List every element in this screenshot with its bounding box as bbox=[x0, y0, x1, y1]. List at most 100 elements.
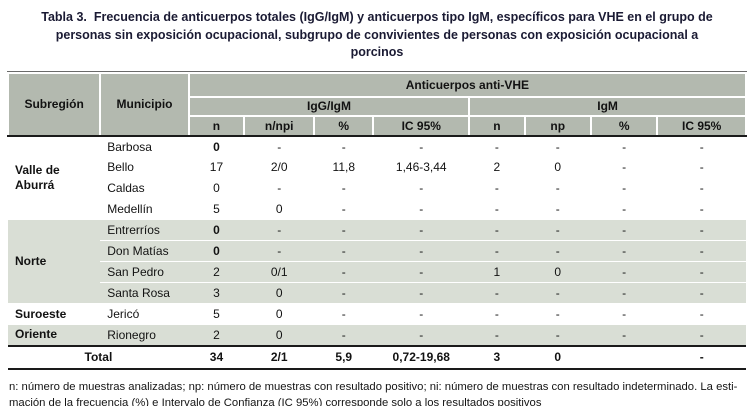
data-cell: 0 bbox=[275, 202, 283, 216]
table-row: Santa Rosa 3 0 - - - - - - bbox=[8, 282, 746, 304]
data-cell: - bbox=[590, 240, 658, 262]
col-header-municipio: Municipio bbox=[99, 71, 190, 137]
col-header-pct-igm: % bbox=[589, 114, 659, 137]
total-cell: 5,9 bbox=[314, 344, 374, 370]
footnote-line-1: n: número de muestras analizadas; np: nú… bbox=[9, 380, 738, 393]
total-cell: 34 bbox=[188, 344, 245, 370]
total-cell: 0 bbox=[524, 344, 591, 370]
data-cell: - bbox=[555, 202, 560, 216]
data-cell: 0 bbox=[213, 139, 220, 154]
table-row: Medellín 5 0 - - - - - - bbox=[8, 199, 746, 220]
data-cell: - bbox=[314, 324, 374, 346]
table-title-text: Frecuencia de anticuerpos totales (IgG/I… bbox=[55, 10, 713, 59]
data-cell: - bbox=[373, 282, 470, 304]
table-title: Tabla 3. Frecuencia de anticuerpos total… bbox=[7, 7, 747, 71]
table-row: Suroeste Jericó 5 0 - - - - - - bbox=[8, 304, 746, 325]
data-cell: - bbox=[590, 324, 658, 346]
table-row: Norte Entrerríos 0 - - - - - - - bbox=[8, 219, 746, 304]
table-row: Valle de Aburrá Barbosa 0 - - - - - - - bbox=[8, 136, 746, 193]
data-cell: - bbox=[469, 282, 525, 304]
total-cell: 0,72-19,68 bbox=[373, 344, 470, 370]
municipio-cell: Caldas bbox=[107, 181, 145, 195]
total-cell bbox=[590, 344, 658, 370]
total-row: Total 34 2/1 5,9 0,72-19,68 3 0 - bbox=[8, 344, 746, 370]
municipio-cell: Entrerríos bbox=[100, 219, 189, 241]
data-cell: 1,46-3,44 bbox=[395, 160, 447, 174]
total-cell: 2/1 bbox=[244, 344, 315, 370]
table-row: Don Matías 0 - - - - - - - bbox=[8, 240, 746, 262]
data-cell: - bbox=[314, 240, 374, 262]
data-cell: 2/0 bbox=[270, 160, 288, 174]
data-cell: - bbox=[494, 202, 499, 216]
header-row-subgroups: IgG/IgM IgM bbox=[8, 95, 747, 117]
data-cell: - bbox=[699, 139, 704, 154]
municipio-cell: San Pedro bbox=[100, 261, 189, 283]
data-cell: - bbox=[314, 219, 374, 241]
data-cell: - bbox=[419, 181, 424, 195]
data-cell: - bbox=[622, 139, 627, 154]
col-group-anticuerpos-vhe: Anticuerpos anti-VHE bbox=[187, 71, 748, 98]
data-cell: - bbox=[524, 282, 591, 304]
subregion-cell-oriente: Oriente bbox=[8, 324, 101, 346]
subregion-cell-norte: Norte bbox=[8, 219, 101, 304]
data-cell: 11,8 bbox=[332, 160, 355, 174]
data-cell: 0 bbox=[554, 160, 562, 174]
data-cell: - bbox=[341, 202, 346, 216]
municipio-cell: Rionegro bbox=[100, 324, 189, 346]
table-row: San Pedro 2 0/1 - - 1 0 - - bbox=[8, 261, 746, 283]
table-wrapper: Subregión Municipio Anticuerpos anti-VHE… bbox=[6, 70, 748, 370]
data-cell: - bbox=[373, 261, 470, 283]
col-header-n-igm: n bbox=[468, 114, 526, 137]
data-cell: 2 bbox=[188, 324, 245, 346]
data-cell: 0 bbox=[275, 307, 283, 322]
municipio-cell: Medellín bbox=[107, 202, 153, 216]
data-cell: 5 bbox=[213, 202, 220, 216]
data-cell: - bbox=[555, 139, 560, 154]
data-cell: - bbox=[699, 307, 704, 322]
data-cell: - bbox=[622, 202, 627, 216]
data-cell: 5 bbox=[213, 307, 220, 322]
col-header-n-igg: n bbox=[187, 114, 246, 137]
data-cell: - bbox=[277, 139, 282, 154]
data-cell: - bbox=[590, 219, 658, 241]
data-cell: - bbox=[494, 139, 499, 154]
data-cell: - bbox=[699, 202, 704, 216]
municipio-cell: Barbosa bbox=[107, 139, 152, 154]
total-cell: 3 bbox=[469, 344, 525, 370]
data-cell: - bbox=[244, 240, 315, 262]
data-cell: - bbox=[341, 139, 346, 154]
data-cell: 1 bbox=[469, 261, 525, 283]
data-cell: - bbox=[524, 324, 591, 346]
col-header-np-igm: np bbox=[523, 114, 592, 137]
total-label: Total bbox=[8, 344, 189, 370]
data-cell: - bbox=[244, 219, 315, 241]
col-header-ic95-igm: IC 95% bbox=[656, 114, 747, 137]
col-header-n-npi: n/npi bbox=[243, 114, 316, 137]
data-cell: - bbox=[622, 181, 627, 195]
antibody-frequency-table: Subregión Municipio Anticuerpos anti-VHE… bbox=[6, 71, 748, 370]
data-cell: - bbox=[373, 324, 470, 346]
data-cell: - bbox=[699, 181, 704, 195]
col-header-ic95-igg: IC 95% bbox=[372, 114, 471, 137]
data-cell: 0 bbox=[244, 282, 315, 304]
data-cell: 17 bbox=[209, 160, 224, 174]
data-cell: 0 bbox=[524, 261, 591, 283]
data-cell: 0 bbox=[188, 240, 245, 262]
total-cell: - bbox=[657, 344, 746, 370]
data-cell: - bbox=[373, 219, 470, 241]
data-cell: - bbox=[524, 240, 591, 262]
table-title-label: Tabla 3. bbox=[41, 10, 87, 24]
subregion-cell-suroeste: Suroeste bbox=[15, 306, 67, 321]
data-cell: - bbox=[657, 324, 746, 346]
header-row-group: Subregión Municipio Anticuerpos anti-VHE bbox=[6, 71, 748, 137]
subregion-cell-valle-de-aburra: Valle de Aburrá bbox=[15, 163, 60, 192]
data-cell: 0/1 bbox=[244, 261, 315, 283]
data-cell: - bbox=[277, 181, 282, 195]
data-cell: - bbox=[419, 139, 424, 154]
data-cell: - bbox=[373, 240, 470, 262]
data-cell: - bbox=[657, 282, 746, 304]
data-cell: 0 bbox=[188, 219, 245, 241]
data-cell: - bbox=[419, 202, 424, 216]
data-cell: 0 bbox=[244, 324, 315, 346]
data-cell: - bbox=[494, 307, 499, 322]
